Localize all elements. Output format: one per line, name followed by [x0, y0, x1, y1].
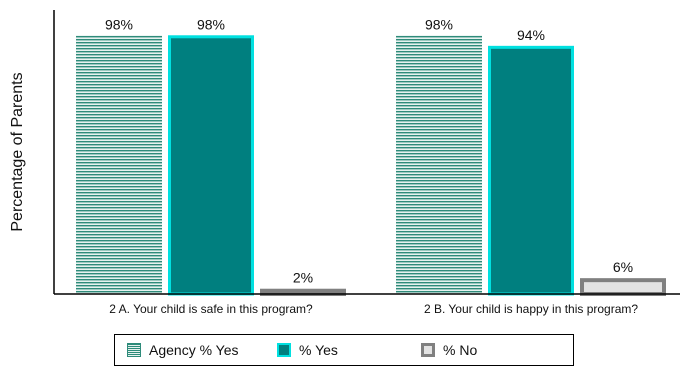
legend-swatch-agency-yes	[127, 343, 141, 357]
legend-label-agency-yes: Agency % Yes	[149, 342, 239, 358]
legend-swatch-no	[421, 343, 435, 357]
legend-item-no: % No	[421, 341, 477, 359]
y-axis-label: Percentage of Parents	[9, 72, 26, 231]
category-label-2: 2 B. Your child is happy in this program…	[424, 302, 638, 316]
legend-label-yes: % Yes	[299, 342, 338, 358]
bar-no-2	[580, 278, 666, 297]
bar-agency-2	[396, 35, 482, 294]
category-label-1: 2 A. Your child is safe in this program?	[109, 302, 313, 316]
data-label-yes-2: 94%	[517, 27, 545, 43]
legend-item-yes: % Yes	[277, 341, 338, 359]
data-label-agency-1: 98%	[105, 16, 133, 32]
bar-yes-1	[168, 35, 254, 296]
legend-item-agency-yes: Agency % Yes	[127, 341, 239, 359]
bar-agency-1	[76, 35, 162, 294]
bar-chart: 98% 98% 2% 98% 94% 6% Percentage of Parents 2…	[9, 10, 680, 316]
legend-label-no: % No	[443, 342, 478, 358]
legend: Agency % Yes % Yes % No	[114, 334, 574, 366]
data-label-agency-2: 98%	[425, 16, 453, 32]
data-label-yes-1: 98%	[197, 16, 225, 32]
data-label-no-1: 2%	[293, 270, 313, 286]
data-label-no-2: 6%	[613, 259, 633, 275]
bar-yes-2	[488, 45, 574, 296]
legend-swatch-yes	[277, 343, 291, 357]
